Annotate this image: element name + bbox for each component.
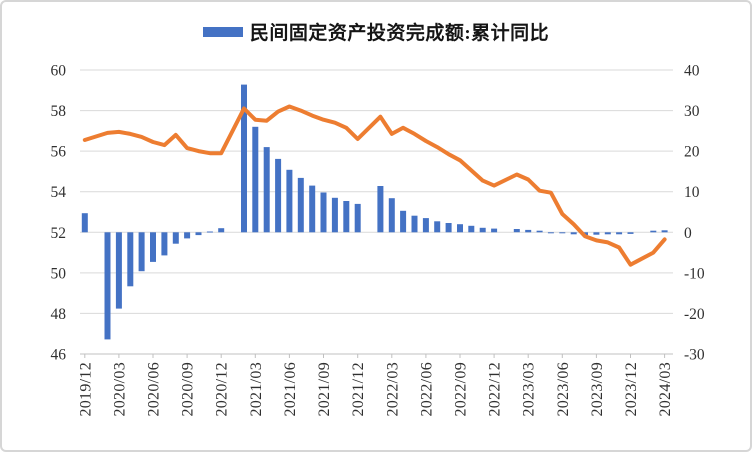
x-axis-tick-label: 2023/12 [623,362,640,417]
x-axis-tick-label: 2023/06 [555,362,572,417]
x-axis-tick-label: 2020/12 [214,362,231,417]
left-axis-tick-label: 60 [51,63,67,80]
right-axis-tick-label: 40 [684,63,700,80]
bar [343,201,350,233]
x-axis-tick-label: 2024/03 [657,362,674,417]
x-axis-tick-label: 2022/12 [487,362,504,417]
bar [309,185,316,233]
bar [331,197,338,233]
right-axis-tick-label: 0 [684,225,692,242]
bar [604,232,611,235]
bar [218,228,225,233]
x-axis-tick-label: 2019/12 [77,362,94,417]
left-axis-tick-label: 48 [51,306,67,323]
left-axis-tick-label: 56 [51,144,67,161]
left-axis-tick-label: 54 [51,184,67,201]
bar [297,177,304,233]
bar [115,232,122,309]
left-axis-tick-label: 52 [51,225,67,242]
x-axis-tick-label: 2020/09 [180,362,197,417]
x-axis-tick-label: 2022/09 [453,362,470,417]
bar [104,232,111,340]
bar [547,232,554,234]
right-axis-tick-label: -20 [684,306,705,323]
x-axis-tick-label: 2022/03 [384,362,401,417]
bar [513,229,520,233]
bar [479,227,486,233]
bar [445,223,452,233]
bar [491,228,498,233]
bar [263,147,270,233]
bar [241,84,247,233]
bar [422,218,429,233]
x-axis-tick-label: 2021/09 [316,362,333,417]
bar [354,203,361,233]
bar [536,230,543,233]
bar [81,213,88,233]
bar [661,230,668,233]
bar [150,232,156,262]
x-axis-tick-label: 2020/06 [146,362,163,417]
bar [377,186,384,233]
trend-line [82,104,667,267]
bar [320,192,327,233]
x-axis-tick-label: 2022/06 [418,362,435,417]
bar [388,198,395,233]
bar [400,210,407,233]
bar [650,230,657,233]
x-axis-tick-label: 2020/03 [111,362,128,417]
bar [559,232,566,234]
bar [138,232,145,272]
bar [525,229,532,233]
bar [468,225,475,233]
bar [411,215,418,233]
left-axis-tick-label: 58 [51,103,67,120]
bar [172,232,179,244]
right-axis-tick-label: 30 [684,103,700,120]
bar [275,158,282,233]
bar [457,224,463,233]
bar [286,169,293,233]
left-axis-tick-label: 46 [51,347,67,364]
bar [627,232,634,234]
right-axis-tick-label: -30 [684,347,705,364]
x-axis-tick-label: 2023/09 [589,362,606,417]
right-axis-tick-label: 20 [684,144,700,161]
right-axis-tick-label: 10 [684,184,700,201]
bar [593,232,600,235]
x-axis-tick-label: 2021/12 [350,362,367,417]
x-axis-tick-label: 2021/06 [282,362,299,417]
bar [252,126,259,233]
bar [570,232,577,235]
bar [161,232,168,256]
bar [206,231,213,233]
bar [434,221,441,233]
bar [616,232,623,235]
right-axis-tick-label: -10 [684,265,705,282]
x-axis-tick-label: 2023/03 [521,362,538,417]
left-axis-tick-label: 50 [51,265,67,282]
bar [195,232,202,236]
bar [127,232,134,287]
bar [184,232,191,239]
x-axis-tick-label: 2021/03 [248,362,265,417]
